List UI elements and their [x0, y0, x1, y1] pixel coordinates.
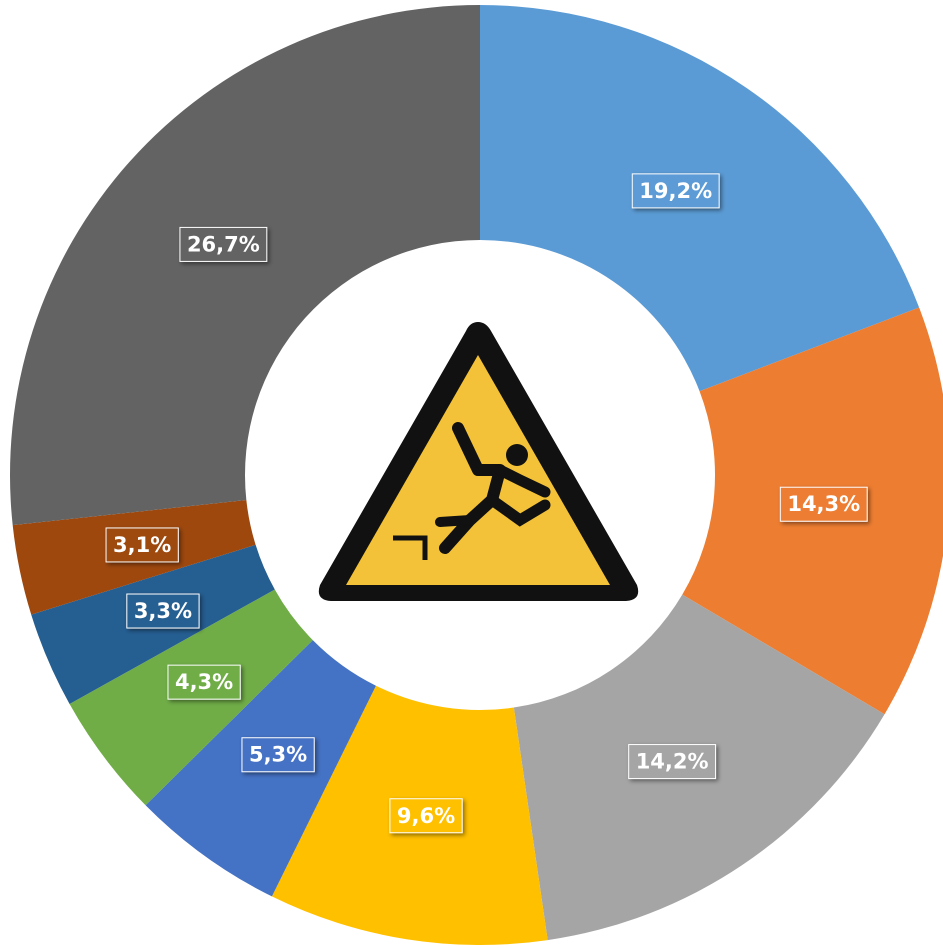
label-text: 14,2%	[636, 750, 709, 774]
label-box	[105, 527, 179, 563]
data-label: 5,3%	[241, 737, 315, 773]
label-text: 14,3%	[787, 492, 860, 516]
label-text: 3,1%	[113, 533, 171, 557]
label-text: 19,2%	[639, 179, 712, 203]
label-box	[126, 593, 200, 629]
data-label: 14,3%	[779, 486, 868, 522]
label-box	[167, 664, 241, 700]
label-text: 26,7%	[187, 232, 260, 256]
data-label: 9,6%	[389, 798, 463, 834]
warning-icon	[318, 318, 640, 603]
label-text: 4,3%	[175, 670, 233, 694]
data-label: 14,2%	[628, 744, 717, 780]
label-box	[179, 226, 268, 262]
label-box	[628, 744, 717, 780]
label-text: 5,3%	[249, 743, 307, 767]
label-text: 3,3%	[134, 599, 192, 623]
data-label: 26,7%	[179, 226, 268, 262]
label-box	[389, 798, 463, 834]
data-label: 4,3%	[167, 664, 241, 700]
data-label: 3,1%	[105, 527, 179, 563]
label-text: 9,6%	[397, 804, 455, 828]
label-box	[241, 737, 315, 773]
data-label: 19,2%	[631, 173, 720, 209]
label-box	[779, 486, 868, 522]
label-box	[631, 173, 720, 209]
slice	[10, 5, 481, 526]
data-label: 3,3%	[126, 593, 200, 629]
